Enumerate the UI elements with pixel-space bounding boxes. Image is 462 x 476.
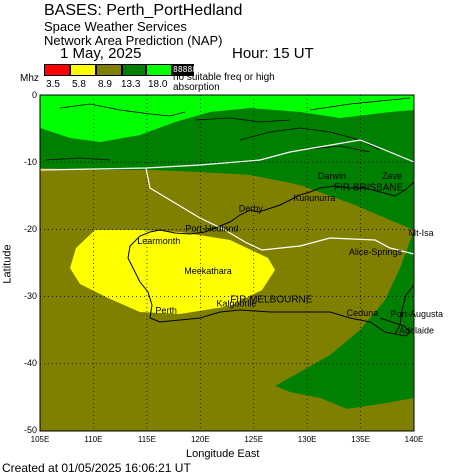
map-grid [40,95,414,431]
x-tick-labels: 105E 110E 115E 120E 125E 130E 135E 140E [31,435,424,444]
y-tick-2: -20 [24,224,37,234]
zone-green-southeast [275,230,414,431]
place-label-2: FIR BRISBANE [334,182,404,193]
y-tick-5: -50 [24,425,37,435]
subtitle-network: Network Area Prediction (NAP) [44,33,223,48]
legend-swatch-yellow [70,64,96,76]
zone-yellow [70,230,275,314]
y-tick-labels: 0 -10 -20 -30 -40 -50 [24,90,37,435]
place-label-13: Ceduna [347,308,379,318]
legend-swatch-black: 88888 [172,64,198,76]
x-tick-2: 115E [138,435,156,444]
place-label-1: Zave [382,171,402,181]
forecast-date: 1 May, 2025 [60,45,142,62]
map-title: BASES: Perth_PortHedland [44,2,243,19]
place-label-7: Learmonth [137,236,180,246]
zone-lime-north [40,95,414,142]
place-label-8: Alice-Springs [349,247,403,257]
place-label-9: Meekathara [184,266,232,276]
place-label-15: Adelaide [399,326,434,336]
y-tick-4: -40 [24,358,37,368]
place-label-0: Darwin [318,171,346,181]
x-tick-0: 105E [31,435,50,444]
place-label-6: Port-Hedland [185,223,238,233]
legend-swatch-lime [146,64,172,76]
y-tick-1: -10 [24,157,37,167]
legend-swatch-green [122,64,146,76]
legend-value-5: 18.0 [148,79,168,90]
place-label-10: FIR MELBOURNE [230,295,313,306]
x-axis-title: Longitude East [186,448,260,460]
x-tick-5: 130E [298,435,317,444]
plot-frame [39,94,415,432]
x-tick-6: 135E [351,435,370,444]
place-label-11: Kalgoorlie [216,299,256,309]
place-label-4: Derby [239,203,264,213]
x-tick-7: 140E [405,435,424,444]
legend-swatch-red [44,64,70,76]
forecast-hour: Hour: 15 UT [232,45,314,62]
legend-note: no suitable freq or high absorption [173,72,275,93]
place-label-12: Perth [155,305,177,315]
y-axis-title: Latitude [1,244,14,284]
legend-value-2: 5.8 [72,79,86,90]
legend-unit: Mhz [20,73,39,84]
legend-value-4: 13.3 [121,79,141,90]
y-tick-0: 0 [32,90,37,100]
legend-value-1: 3.5 [46,79,60,90]
coast-gulf [379,317,411,337]
legend-swatch-olive [96,64,122,76]
fir-boundary-south [145,167,414,255]
place-label-14: Port-Augusta [390,309,443,319]
x-tick-3: 120E [191,435,210,444]
x-tick-1: 110E [84,435,102,444]
created-timestamp: Created at 01/05/2025 16:06:21 UT [2,461,191,475]
place-label-3: Kununurra [293,193,335,203]
x-tick-4: 125E [244,435,263,444]
y-tick-3: -30 [24,291,37,301]
subtitle-service: Space Weather Services [44,19,187,34]
zone-olive-southeast [300,398,414,431]
fir-boundary-north [40,139,414,171]
coast-australia [127,181,414,335]
place-label-5: Mt-Isa [409,228,434,238]
legend-value-3: 8.9 [98,79,112,90]
